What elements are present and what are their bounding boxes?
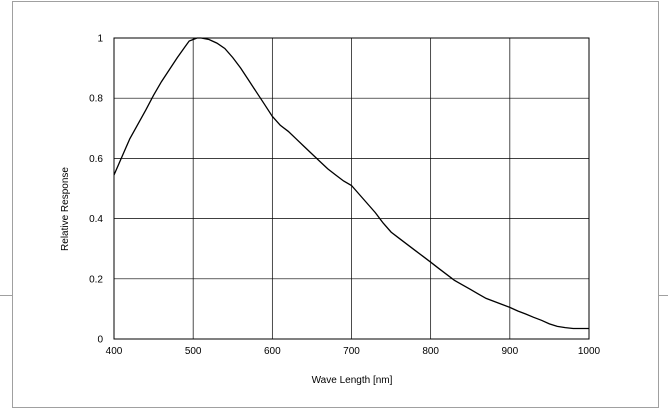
x-tick-label: 600 [264, 346, 281, 357]
x-tick-label: 800 [422, 346, 439, 357]
x-tick-label: 1000 [578, 346, 601, 357]
y-tick-label: 0.4 [89, 214, 103, 225]
y-tick-label: 0.6 [89, 154, 103, 165]
x-axis-ticks: 400 500 600 700 800 900 1000 [106, 346, 601, 357]
x-tick-label: 500 [185, 346, 202, 357]
y-tick-label: 0.8 [89, 94, 103, 105]
y-tick-label: 0 [97, 335, 103, 346]
x-tick-label: 700 [343, 346, 360, 357]
x-tick-label: 400 [106, 346, 123, 357]
y-axis-label: Relative Response [60, 167, 71, 251]
plot-area [113, 37, 590, 340]
grid-lines [114, 38, 589, 339]
y-tick-label: 0.2 [89, 274, 103, 285]
series-line [113, 37, 589, 330]
left-edge-line [0, 295, 12, 296]
chart-frame [12, 1, 659, 408]
x-tick-label: 900 [501, 346, 518, 357]
right-edge-line [659, 295, 668, 296]
y-tick-label: 1 [97, 34, 103, 45]
y-axis-ticks: 0 0.2 0.4 0.6 0.8 1 [89, 34, 103, 346]
x-axis-label: Wave Length [nm] [312, 375, 393, 386]
